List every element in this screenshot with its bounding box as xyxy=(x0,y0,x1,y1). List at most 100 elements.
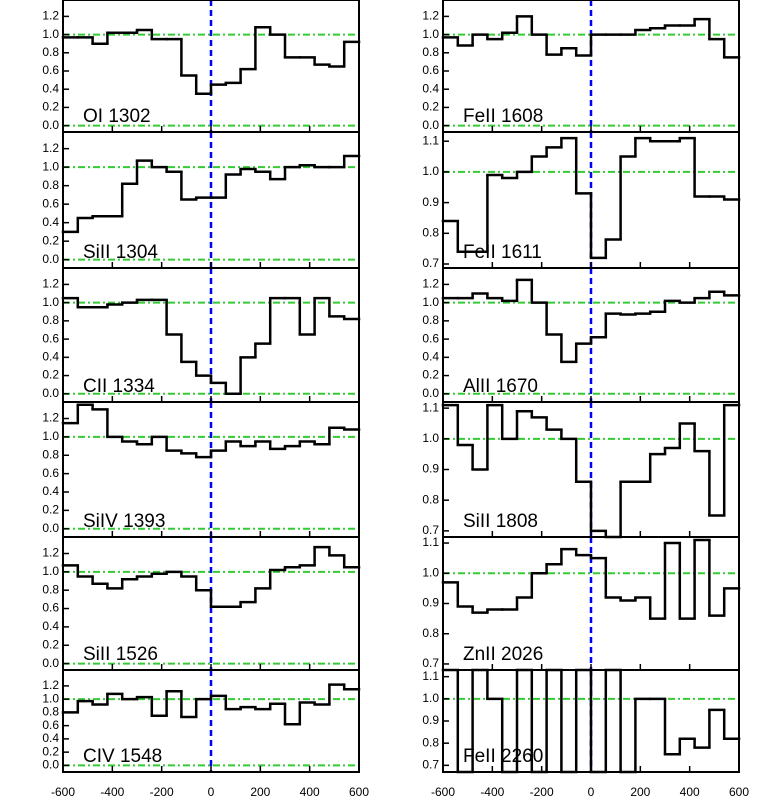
panel-frame xyxy=(62,669,360,773)
y-tick-label: 0.0 xyxy=(42,118,59,132)
y-tick-label: 0.4 xyxy=(42,731,59,745)
y-tick-label: 0.7 xyxy=(422,656,439,670)
y-tick-label: 0.7 xyxy=(422,523,439,537)
y-tick-label: 0.0 xyxy=(42,386,59,400)
y-tick-label: 0.4 xyxy=(42,484,59,498)
panel-label: FeII 1608 xyxy=(463,106,543,127)
y-tick-label: 0.6 xyxy=(42,718,59,732)
panel-label: ZnII 2026 xyxy=(463,644,543,665)
y-tick-label: 0.8 xyxy=(42,705,59,719)
y-tick-label: 1.0 xyxy=(422,431,439,445)
y-tick-label: 1.1 xyxy=(422,400,439,414)
y-tick-label: 0.9 xyxy=(422,462,439,476)
y-tick-label: 1.2 xyxy=(42,411,59,425)
panel-label: OI 1302 xyxy=(83,106,151,127)
x-tick-label: -400 xyxy=(100,785,124,799)
y-tick-label: 0.6 xyxy=(42,466,59,480)
x-tick-label: -200 xyxy=(150,785,174,799)
y-tick-label: 1.2 xyxy=(42,9,59,23)
x-tick-label: 600 xyxy=(729,785,749,799)
panel-label: CII 1334 xyxy=(83,376,155,397)
x-tick-label: -600 xyxy=(431,785,455,799)
y-tick-label: 0.8 xyxy=(422,492,439,506)
y-tick-label: 0.4 xyxy=(42,81,59,95)
y-tick-label: 0.7 xyxy=(422,256,439,270)
y-tick-label: 1.0 xyxy=(422,164,439,178)
y-tick-label: 0.2 xyxy=(42,503,59,517)
x-tick-label: -200 xyxy=(530,785,554,799)
y-tick-label: 0.7 xyxy=(422,758,439,772)
y-tick-label: 0.4 xyxy=(42,619,59,633)
y-tick-label: 1.0 xyxy=(42,429,59,443)
y-tick-label: 0.8 xyxy=(422,735,439,749)
y-tick-label: 0.2 xyxy=(422,368,439,382)
panel-label: FeII 1611 xyxy=(463,242,542,263)
panel-label: SiII 1304 xyxy=(83,242,158,263)
y-tick-label: 0.4 xyxy=(422,81,439,95)
panel-label: CIV 1548 xyxy=(83,746,162,767)
y-tick-label: 0.0 xyxy=(42,656,59,670)
y-tick-label: 0.9 xyxy=(422,713,439,727)
panel-label: AlII 1670 xyxy=(463,376,538,397)
x-tick-label: 400 xyxy=(680,785,700,799)
x-tick-label: 200 xyxy=(250,785,270,799)
y-tick-label: 1.2 xyxy=(42,141,59,155)
y-tick-label: 0.8 xyxy=(422,45,439,59)
panel-label: FeII 2260 xyxy=(463,746,543,767)
y-tick-label: 0.4 xyxy=(42,350,59,364)
y-tick-label: 0.8 xyxy=(422,313,439,327)
x-tick-label: 0 xyxy=(208,785,215,799)
y-tick-label: 1.0 xyxy=(42,159,59,173)
y-tick-label: 1.0 xyxy=(42,564,59,578)
y-tick-label: 1.1 xyxy=(422,669,439,683)
y-tick-label: 0.6 xyxy=(422,63,439,77)
y-tick-label: 0.0 xyxy=(422,118,439,132)
y-tick-label: 0.6 xyxy=(42,601,59,615)
y-tick-label: 1.0 xyxy=(42,27,59,41)
y-tick-label: 1.2 xyxy=(42,546,59,560)
y-tick-label: 0.0 xyxy=(42,521,59,535)
y-tick-label: 1.2 xyxy=(422,277,439,291)
y-tick-label: 1.0 xyxy=(422,565,439,579)
y-tick-label: 0.8 xyxy=(42,313,59,327)
y-tick-label: 0.9 xyxy=(422,596,439,610)
y-tick-label: 0.8 xyxy=(422,626,439,640)
y-tick-label: 0.9 xyxy=(422,195,439,209)
x-tick-label: 400 xyxy=(300,785,320,799)
y-tick-label: 1.2 xyxy=(422,9,439,23)
y-tick-label: 1.1 xyxy=(422,133,439,147)
y-tick-label: 1.2 xyxy=(42,277,59,291)
y-tick-label: 0.8 xyxy=(42,178,59,192)
y-tick-label: 0.2 xyxy=(42,744,59,758)
panel-label: SiIV 1393 xyxy=(83,511,165,532)
x-tick-label: 200 xyxy=(630,785,650,799)
y-tick-label: 0.8 xyxy=(42,582,59,596)
y-tick-label: 0.8 xyxy=(42,45,59,59)
panel-frame xyxy=(442,669,740,773)
y-tick-label: 1.0 xyxy=(42,691,59,705)
y-tick-label: 0.0 xyxy=(42,252,59,266)
y-tick-label: 0.6 xyxy=(42,196,59,210)
y-tick-label: 0.2 xyxy=(422,100,439,114)
y-tick-label: 0.4 xyxy=(42,215,59,229)
y-tick-label: 0.4 xyxy=(422,350,439,364)
y-tick-label: 1.1 xyxy=(422,535,439,549)
y-tick-label: 1.0 xyxy=(422,691,439,705)
y-tick-label: 0.8 xyxy=(42,447,59,461)
x-tick-label: -600 xyxy=(51,785,75,799)
y-tick-label: 1.0 xyxy=(422,27,439,41)
y-tick-label: 0.2 xyxy=(42,637,59,651)
y-tick-label: 1.0 xyxy=(42,295,59,309)
y-tick-label: 0.2 xyxy=(42,233,59,247)
y-tick-label: 0.0 xyxy=(422,386,439,400)
panel-label: SiII 1808 xyxy=(463,511,538,532)
x-tick-label: -400 xyxy=(480,785,504,799)
y-tick-label: 0.6 xyxy=(422,331,439,345)
panel-label: SiII 1526 xyxy=(83,644,158,665)
x-tick-label: 600 xyxy=(349,785,369,799)
y-tick-label: 1.2 xyxy=(42,678,59,692)
y-tick-label: 0.2 xyxy=(42,100,59,114)
x-tick-label: 0 xyxy=(588,785,595,799)
